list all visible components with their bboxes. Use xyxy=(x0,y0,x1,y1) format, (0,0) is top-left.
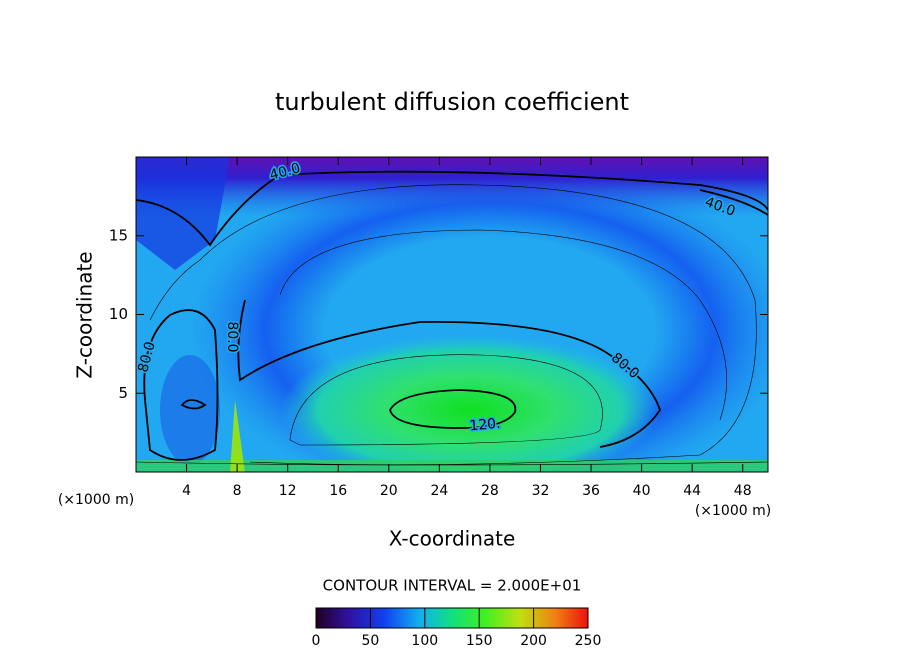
colorbar-tick-label: 150 xyxy=(466,633,493,649)
x-axis-label: X-coordinate xyxy=(389,527,516,551)
x-tick-label: 20 xyxy=(380,483,398,499)
y-tick-label: 5 xyxy=(118,384,128,402)
chart-title: turbulent diffusion coefficient xyxy=(275,88,629,116)
x-tick-label: 24 xyxy=(430,483,448,499)
contour-line xyxy=(237,299,611,382)
x-tick-label: 48 xyxy=(734,483,752,499)
colorbar-tick-label: 50 xyxy=(361,633,379,649)
contour-interval: CONTOUR INTERVAL = 2.000E+01 xyxy=(323,577,582,595)
x-tick-label: 12 xyxy=(279,483,297,499)
x-tick-label: 8 xyxy=(233,483,242,499)
colorbar-tick-label: 100 xyxy=(411,633,438,649)
colorbar-tick-label: 250 xyxy=(575,633,602,649)
colorbar-tick-label: 200 xyxy=(520,633,547,649)
x-unit: (×1000 m) xyxy=(695,503,771,519)
contour-line xyxy=(143,309,219,461)
x-tick-label: 28 xyxy=(481,483,499,499)
contour-field xyxy=(136,157,768,472)
contour-line xyxy=(389,389,517,429)
contour-line xyxy=(599,354,661,448)
contour-label: 80.0 xyxy=(224,321,240,352)
contour-line xyxy=(135,170,769,247)
x-tick-label: 4 xyxy=(182,483,191,499)
x-unit: (×1000 m) xyxy=(58,492,134,508)
contour-line xyxy=(699,189,769,216)
x-tick-label: 44 xyxy=(683,483,701,499)
contour-lines xyxy=(135,170,769,461)
x-tick-label: 32 xyxy=(532,483,550,499)
x-tick-label: 16 xyxy=(329,483,347,499)
y-tick-label: 15 xyxy=(109,226,128,244)
y-tick-label: 10 xyxy=(109,305,128,323)
colorbar xyxy=(315,607,589,629)
y-axis-label: Z-coordinate xyxy=(73,251,97,378)
x-tick-label: 36 xyxy=(582,483,600,499)
colorbar-tick-label: 0 xyxy=(312,633,321,649)
x-tick-label: 40 xyxy=(633,483,651,499)
contour-label: 120. xyxy=(469,416,501,435)
